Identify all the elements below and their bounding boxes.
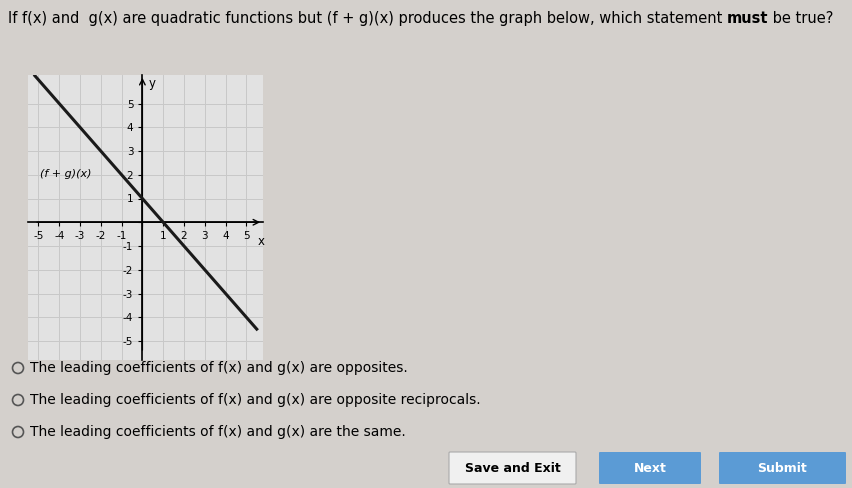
Text: Submit: Submit	[757, 462, 807, 474]
Text: The leading coefficients of f(x) and g(x) are the same.: The leading coefficients of f(x) and g(x…	[30, 425, 406, 439]
Text: (f + g)(x): (f + g)(x)	[40, 169, 92, 179]
Text: The leading coefficients of f(x) and g(x) are opposites.: The leading coefficients of f(x) and g(x…	[30, 361, 407, 375]
FancyBboxPatch shape	[598, 452, 700, 484]
Text: Save and Exit: Save and Exit	[464, 462, 560, 474]
FancyBboxPatch shape	[718, 452, 845, 484]
Text: x: x	[257, 235, 264, 248]
Text: The leading coefficients of f(x) and g(x) are opposite reciprocals.: The leading coefficients of f(x) and g(x…	[30, 393, 480, 407]
Text: be true?: be true?	[768, 11, 833, 26]
Text: Next: Next	[633, 462, 665, 474]
Text: If f(x) and  g(x) are quadratic functions but (f + g)(x) produces the graph belo: If f(x) and g(x) are quadratic functions…	[8, 11, 726, 26]
Text: must: must	[726, 11, 768, 26]
Text: y: y	[148, 78, 155, 90]
FancyBboxPatch shape	[448, 452, 575, 484]
